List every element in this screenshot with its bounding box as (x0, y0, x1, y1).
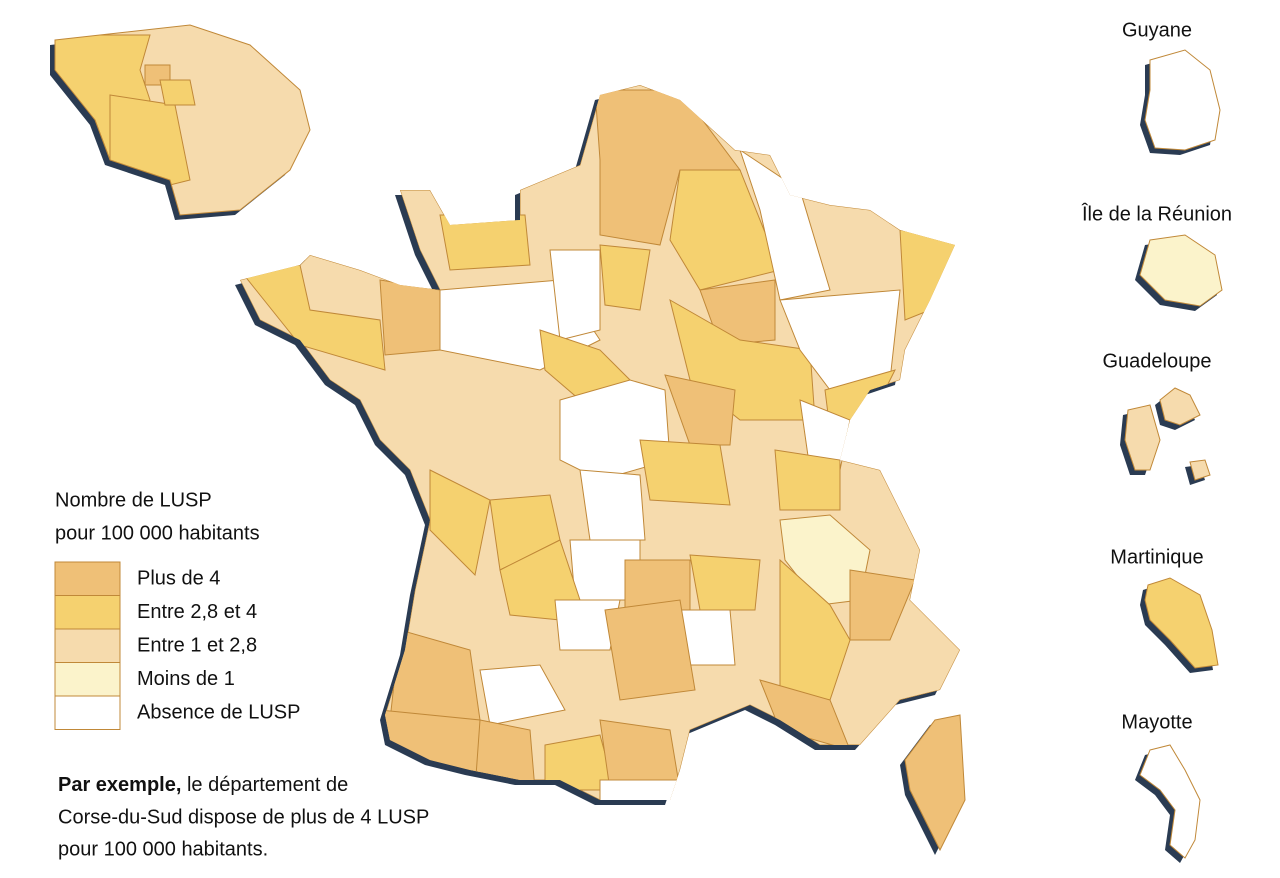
territory (1139, 744, 1201, 859)
department (664, 374, 736, 446)
department (599, 779, 691, 800)
legend-label: Absence de LUSP (137, 701, 300, 723)
department (774, 449, 841, 511)
legend-swatch (54, 662, 121, 697)
territory-label: Guyane (1122, 19, 1192, 41)
department (639, 439, 731, 506)
note-text: le département de (181, 774, 348, 796)
department (479, 664, 566, 726)
mainland (240, 85, 960, 800)
legend-swatch (54, 695, 121, 730)
department (579, 469, 646, 541)
department (779, 558, 851, 701)
department (549, 249, 601, 341)
legend-label: Plus de 4 (137, 567, 220, 589)
territory (1144, 577, 1219, 669)
department (849, 569, 916, 641)
department (159, 79, 196, 106)
note-line: Par exemple, le département de (58, 774, 348, 796)
department (439, 214, 531, 271)
department (669, 169, 781, 291)
department (429, 469, 491, 577)
department (554, 599, 621, 651)
department (689, 554, 761, 611)
note-bold: Par exemple, (58, 774, 181, 796)
corsica (904, 714, 966, 852)
territory-label: Mayotte (1121, 711, 1192, 733)
department (899, 229, 960, 321)
department (379, 279, 441, 356)
territory-label: Martinique (1110, 546, 1203, 568)
legend-swatch (54, 628, 121, 663)
department (599, 244, 651, 311)
legend-label: Entre 1 et 2,8 (137, 634, 257, 656)
territory-label: Guadeloupe (1103, 350, 1212, 372)
legend-label: Entre 2,8 et 4 (137, 601, 257, 623)
legend-label: Moins de 1 (137, 668, 235, 690)
territory-label: Île de la Réunion (1081, 202, 1232, 225)
overseas: Guyane Île de la Réunion Guadeloupe Martini… (1081, 19, 1232, 863)
legend: Nombre de LUSP pour 100 000 habitants Pl… (54, 489, 300, 730)
legend-title: Nombre de LUSP (55, 489, 212, 511)
legend-title: pour 100 000 habitants (55, 522, 260, 544)
territory (1124, 387, 1211, 481)
department (604, 599, 696, 701)
legend-swatch (54, 561, 121, 596)
idf-inset (55, 25, 310, 215)
territory (1144, 49, 1221, 151)
legend-swatch (54, 595, 121, 630)
note-line: pour 100 000 habitants. (58, 838, 268, 860)
note-line: Corse-du-Sud dispose de plus de 4 LUSP (58, 806, 429, 828)
territory (1139, 234, 1223, 307)
